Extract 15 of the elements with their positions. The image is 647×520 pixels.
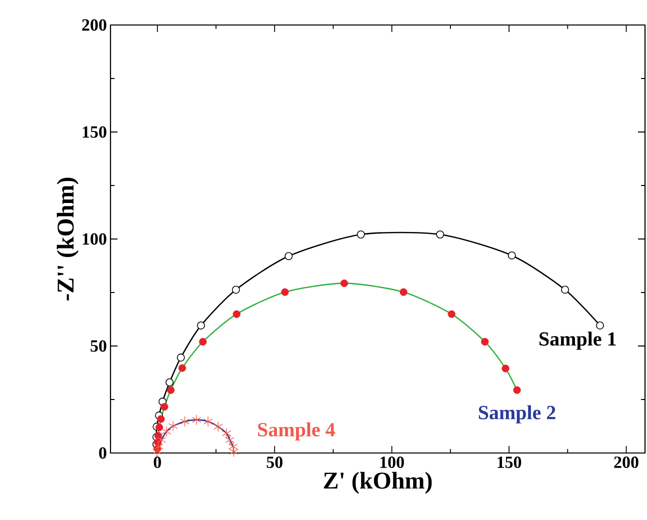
- x-tick-label: 50: [266, 456, 282, 468]
- y-tick-label: 0: [99, 447, 106, 459]
- x-tick-label: 200: [614, 456, 638, 468]
- y-tick-label: 150: [82, 126, 106, 138]
- y-axis-title: -Z'' (kOhm): [56, 178, 79, 300]
- y-tick-label: 50: [90, 340, 106, 352]
- legend-label: Sample 1: [540, 332, 616, 350]
- y-tick-label: 100: [82, 233, 106, 245]
- series-label: Sample 2: [478, 405, 556, 424]
- x-tick-label: 150: [498, 456, 522, 468]
- series-label: Sample 4: [258, 422, 335, 441]
- x-tick-label: 0: [154, 456, 161, 468]
- x-tick-label: 100: [380, 456, 404, 468]
- x-axis-title: Z' (kOhm): [324, 472, 432, 494]
- y-tick-label: 200: [82, 19, 106, 31]
